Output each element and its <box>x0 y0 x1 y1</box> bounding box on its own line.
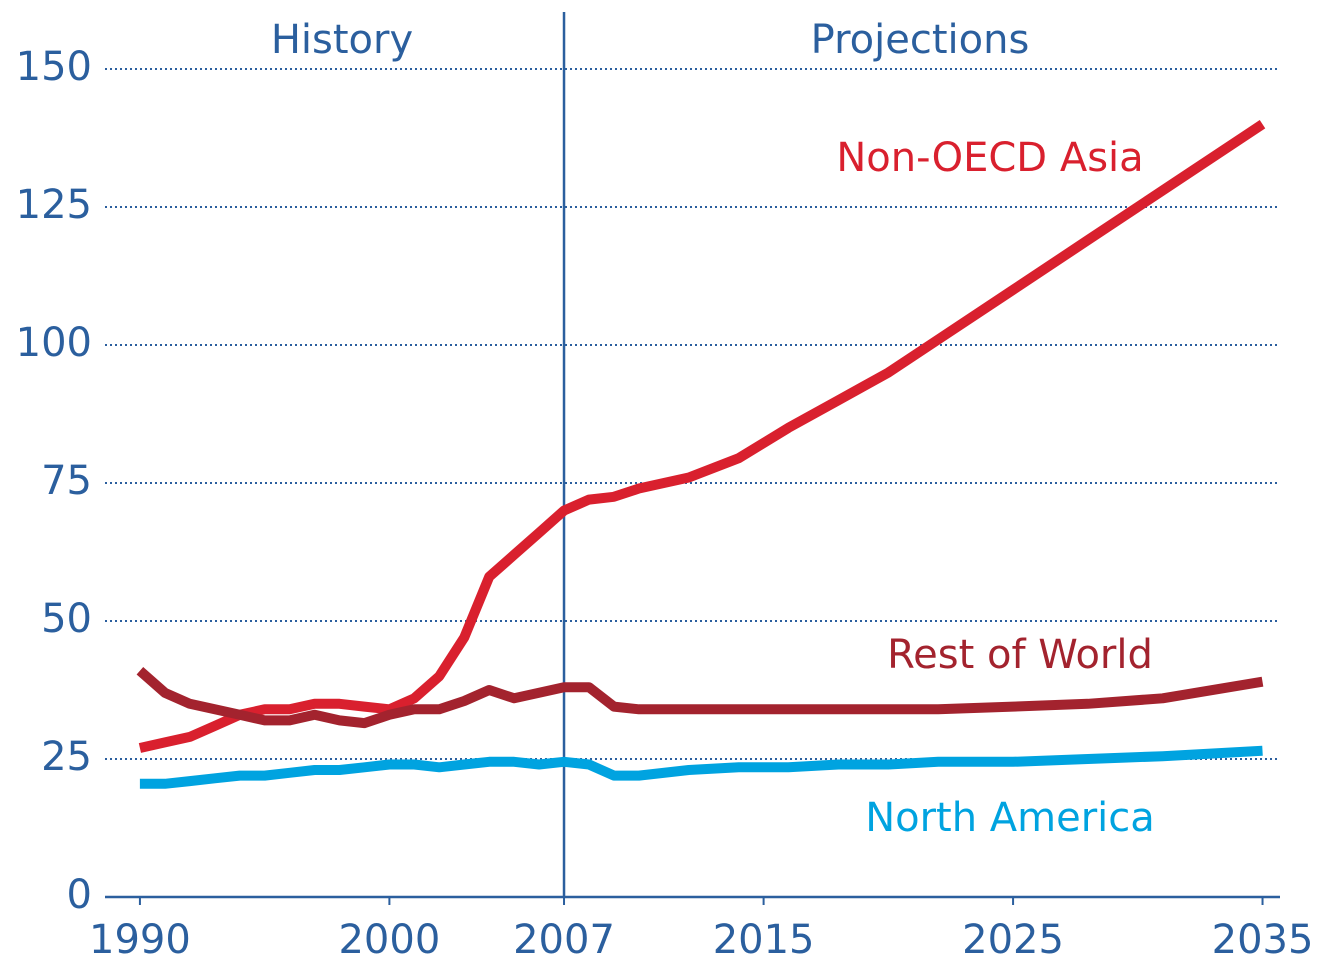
y-tick-label: 75 <box>41 458 92 504</box>
series-line <box>138 120 1266 753</box>
y-tick-label: 50 <box>41 596 92 642</box>
annotation: History <box>271 17 413 63</box>
annotation: Projections <box>811 17 1030 63</box>
y-tick-label: 25 <box>41 734 92 780</box>
x-tick-label: 2007 <box>513 917 615 963</box>
series-label: Non-OECD Asia <box>836 135 1143 181</box>
series-line <box>136 666 1264 729</box>
x-tick-label: 2035 <box>1212 917 1314 963</box>
x-tick-label: 1990 <box>89 917 191 963</box>
x-tick-label: 2025 <box>962 917 1064 963</box>
series-label: Rest of World <box>887 632 1153 678</box>
y-tick-label: 100 <box>16 320 92 366</box>
x-tick-label: 2015 <box>713 917 815 963</box>
y-tick-label: 125 <box>16 182 92 228</box>
x-tick-label: 2000 <box>338 917 440 963</box>
series-line <box>139 745 1263 789</box>
y-tick-label: 0 <box>67 872 92 918</box>
series-label: North America <box>865 795 1155 841</box>
y-tick-label: 150 <box>16 44 92 90</box>
